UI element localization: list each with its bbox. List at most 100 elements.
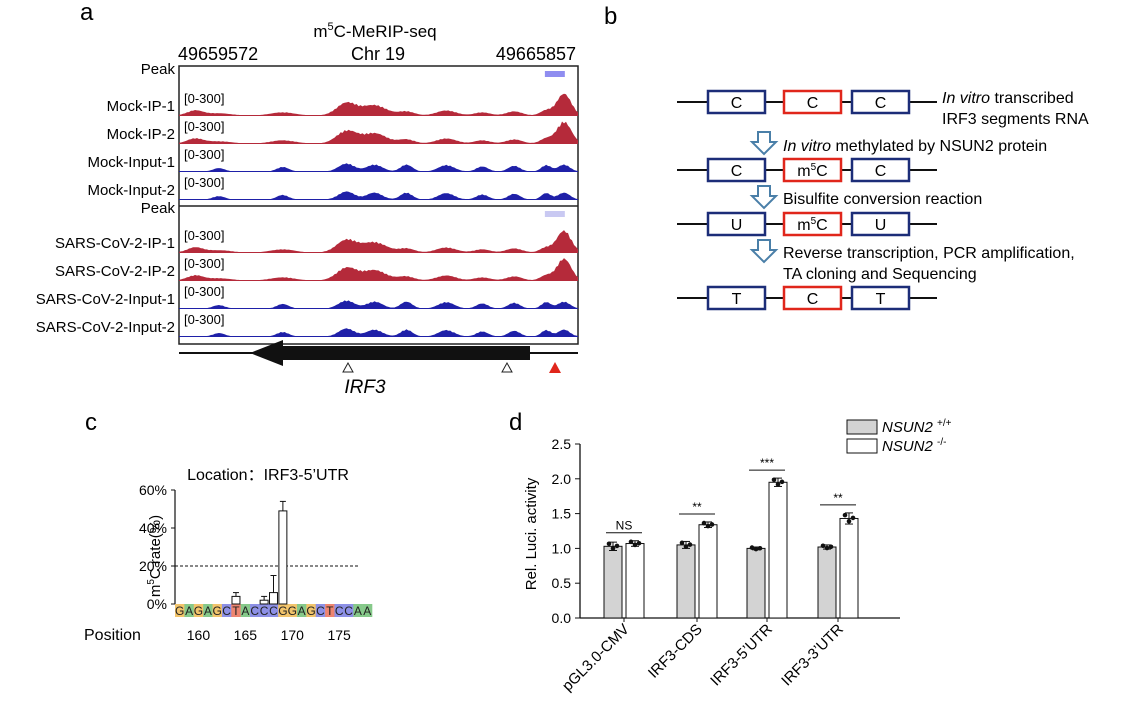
down-arrow-icon: [749, 239, 779, 264]
base-letter: C: [222, 604, 231, 618]
site-triangle-icon: [342, 361, 354, 373]
base-letter: G: [306, 604, 315, 618]
track-row: Peak: [141, 200, 565, 217]
activity-bar: [698, 524, 718, 619]
gene-exon: [280, 346, 530, 360]
nucleotide-label: m5C: [797, 162, 827, 180]
track-label: SARS-CoV-2-Input-2: [36, 319, 175, 336]
y-tick-label: 20%: [139, 558, 167, 574]
base-letter: G: [175, 604, 184, 618]
base-letter: A: [204, 604, 212, 618]
nucleotide-label: C: [875, 95, 887, 112]
base-cell: [362, 604, 373, 617]
track-range: [0-300]: [184, 312, 224, 327]
coord-start: 49659572: [178, 44, 258, 64]
activity-bar: [676, 544, 696, 619]
nucleotide-box: [782, 285, 843, 311]
gene-name: IRF3: [344, 377, 386, 398]
nucleotide-box: [782, 211, 843, 237]
base-letter: C: [260, 604, 269, 618]
gene-arrow-shaft: [282, 348, 286, 358]
base-cell: [296, 604, 307, 617]
peak-region: [544, 211, 565, 217]
replicate-dot: [820, 543, 826, 549]
track-row: SARS-CoV-2-Input-1 [0-300]: [36, 284, 578, 309]
panel-a-title: m5C-MeRIP-seq: [313, 21, 436, 41]
step4-text: Reverse transcription, PCR amplification…: [783, 245, 1075, 262]
significance-label: **: [692, 500, 702, 514]
replicate-dot: [828, 544, 834, 550]
base-letter: C: [316, 604, 325, 618]
base-cell: [315, 604, 326, 617]
replicate-dot: [679, 540, 685, 546]
nucleotide-box: [706, 157, 767, 183]
coverage-area: [179, 163, 578, 172]
rate-bar: [259, 599, 269, 605]
coverage-area: [179, 258, 578, 281]
nucleotide-box: [850, 285, 911, 311]
coverage-area: [179, 191, 578, 200]
m5c-site-triangle-icon: [549, 362, 561, 373]
track-label: SARS-CoV-2-IP-2: [55, 263, 175, 280]
replicate-dot: [775, 482, 781, 487]
panel-c: c Location：IRF3-5’UTR m5C rate(%) 60% 40%…: [84, 409, 373, 644]
chart-c-ylabel: m5C rate(%): [146, 515, 164, 597]
category-label: IRF3-3’UTR: [778, 621, 847, 690]
chart-d-legend: NSUN2 +/+NSUN2 -/-: [846, 418, 952, 455]
x-tick-label: 160: [187, 627, 211, 643]
track-row: Mock-IP-2 [0-300]: [107, 119, 578, 144]
coverage-area: [179, 300, 578, 309]
replicate-dot: [779, 479, 785, 485]
base-cell: [221, 604, 232, 617]
track-label: Peak: [141, 200, 176, 217]
category-label: IRF3-5’UTR: [707, 621, 776, 690]
track-label: Mock-IP-2: [107, 126, 175, 143]
peak-region: [544, 71, 565, 77]
y-tick-label: 60%: [139, 482, 167, 498]
track-row: Mock-IP-1 [0-300]: [107, 91, 578, 116]
base-letter: T: [232, 604, 240, 618]
rate-bar: [269, 592, 278, 605]
panel-d-letter: d: [509, 409, 522, 436]
y-tick-label: 1.5: [552, 506, 572, 522]
base-letter: A: [298, 604, 306, 618]
base-letter: G: [278, 604, 287, 618]
track-range: [0-300]: [184, 284, 224, 299]
nucleotide-box: [850, 89, 911, 115]
base-letter: C: [269, 604, 278, 618]
coverage-area: [179, 230, 578, 253]
category-label: pGL3.0-CMV: [559, 621, 633, 695]
chart-c-title: Location：IRF3-5’UTR: [187, 467, 349, 484]
track-range: [0-300]: [184, 228, 224, 243]
track-label: Mock-IP-1: [107, 98, 175, 115]
significance-label: NS: [616, 519, 633, 533]
rate-bar: [278, 510, 288, 605]
track-label: Mock-Input-2: [87, 182, 175, 199]
chart-d-ylabel: Rel. Luci. activity: [523, 477, 540, 590]
replicate-dot: [771, 477, 777, 483]
step2-text: In vitro methylated by NSUN2 protein: [783, 138, 1047, 155]
base-cell: [306, 604, 317, 617]
gene-arrow-icon: [250, 340, 283, 366]
nucleotide-box: [850, 211, 911, 237]
activity-bar: [817, 546, 837, 619]
step1-text-line2: IRF3 segments RNA: [942, 111, 1089, 128]
activity-bar: [746, 547, 766, 619]
replicate-dot: [749, 545, 755, 550]
replicate-dot: [606, 541, 612, 547]
replicate-dot: [687, 542, 693, 547]
track-label: Peak: [141, 61, 176, 78]
panel-b: b C C CC m5C CU m5C UT C T In vitro transcribed …: [604, 3, 1089, 311]
chromosome-label: Chr 19: [351, 44, 405, 64]
y-tick-label: 2.5: [552, 436, 572, 452]
nucleotide-box: [706, 89, 767, 115]
base-letter: A: [185, 604, 193, 618]
chart-c-xlabel: Position: [84, 627, 141, 644]
replicate-dot: [846, 518, 852, 524]
base-letter: C: [344, 604, 353, 618]
base-cell: [212, 604, 223, 617]
significance-label: **: [833, 491, 843, 505]
base-letter: G: [213, 604, 222, 618]
activity-bar: [625, 543, 645, 619]
